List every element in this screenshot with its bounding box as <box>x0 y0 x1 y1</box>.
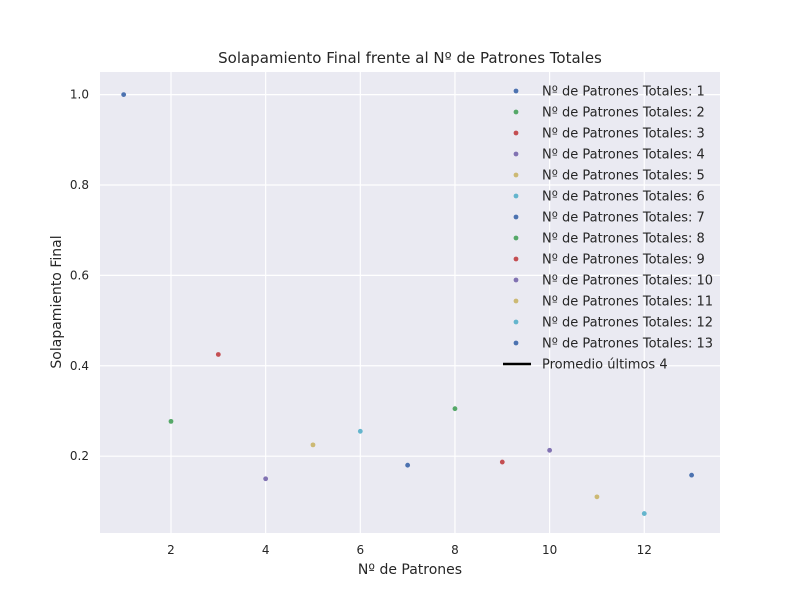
legend-entry: Nº de Patrones Totales: 13 <box>542 337 713 352</box>
legend-entry: Nº de Patrones Totales: 2 <box>542 106 705 121</box>
data-point <box>547 447 553 453</box>
legend-marker <box>513 109 519 115</box>
data-point <box>357 428 363 434</box>
y-tick-label: 1.0 <box>70 88 89 102</box>
y-tick-label: 0.4 <box>70 359 89 373</box>
legend-entry: Nº de Patrones Totales: 12 <box>542 316 713 331</box>
y-tick-labels: 0.2 0.4 0.6 0.8 1.0 <box>70 88 89 464</box>
data-point <box>452 406 458 412</box>
legend-entry: Nº de Patrones Totales: 9 <box>542 253 705 268</box>
legend-entry: Nº de Patrones Totales: 8 <box>542 232 705 247</box>
x-tick-label: 12 <box>637 543 652 557</box>
x-axis-label: Nº de Patrones <box>358 562 462 578</box>
x-tick-label: 10 <box>542 543 557 557</box>
legend-marker <box>513 319 519 325</box>
legend-marker <box>513 214 519 220</box>
y-tick-label: 0.8 <box>70 178 89 192</box>
data-point <box>594 494 600 500</box>
legend-entry: Nº de Patrones Totales: 11 <box>542 295 713 310</box>
x-tick-label: 4 <box>262 543 270 557</box>
y-tick-label: 0.2 <box>70 449 89 463</box>
legend-entry: Nº de Patrones Totales: 4 <box>542 148 705 163</box>
data-point <box>263 476 269 482</box>
legend-marker <box>513 277 519 283</box>
data-point <box>641 511 647 516</box>
data-point <box>215 352 221 357</box>
data-point <box>405 462 411 468</box>
x-tick-label: 8 <box>451 543 459 557</box>
legend-entry: Nº de Patrones Totales: 3 <box>542 127 705 142</box>
legend-marker <box>513 340 519 346</box>
y-axis-label: Solapamiento Final <box>49 235 65 368</box>
y-tick-label: 0.6 <box>70 268 89 282</box>
legend-marker <box>513 235 519 241</box>
data-point <box>689 472 695 478</box>
legend-marker <box>513 130 519 136</box>
legend-entry: Nº de Patrones Totales: 7 <box>542 211 705 226</box>
legend-entry: Nº de Patrones Totales: 10 <box>542 274 713 289</box>
x-tick-label: 6 <box>356 543 364 557</box>
legend: Nº de Patrones Totales: 1 Nº de Patrones … <box>503 85 713 373</box>
legend-entry: Nº de Patrones Totales: 5 <box>542 169 705 184</box>
data-point <box>168 418 174 424</box>
legend-marker <box>513 172 519 178</box>
data-points <box>121 92 695 516</box>
data-point <box>499 459 505 465</box>
legend-marker <box>513 298 519 304</box>
legend-marker <box>513 193 519 199</box>
legend-marker <box>513 151 519 157</box>
x-tick-label: 2 <box>167 543 175 557</box>
legend-entry: Nº de Patrones Totales: 1 <box>542 85 705 100</box>
legend-marker <box>513 256 519 262</box>
x-tick-labels: 2 4 6 8 10 12 <box>167 543 652 557</box>
legend-entry-average: Promedio últimos 4 <box>542 358 668 373</box>
legend-marker <box>513 88 519 94</box>
grid-lines <box>100 72 720 533</box>
chart-title: Solapamiento Final frente al Nº de Patro… <box>218 49 602 67</box>
data-point <box>121 92 127 97</box>
data-point <box>310 442 316 448</box>
legend-entry: Nº de Patrones Totales: 6 <box>542 190 705 205</box>
